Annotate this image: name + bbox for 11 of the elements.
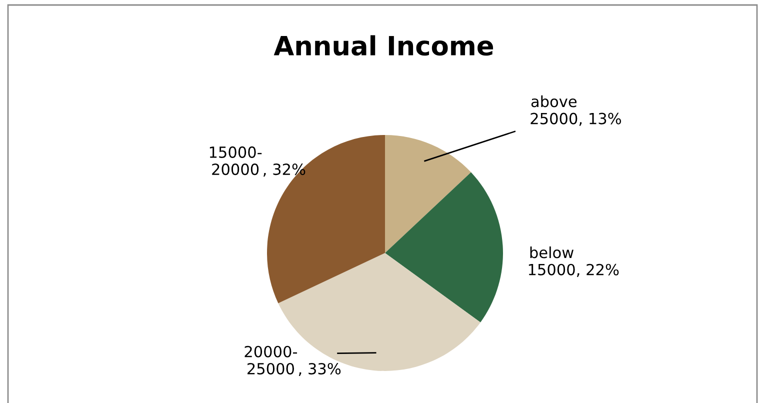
data-label: , 22% <box>577 264 619 277</box>
data-label: , 13% <box>579 112 622 126</box>
pie-slice <box>385 135 472 253</box>
chart-title: Annual Income <box>274 35 494 56</box>
slice-label: 15000-20000 <box>210 146 262 176</box>
slice-label: 20000-25000 <box>244 346 298 374</box>
pie-slice <box>385 172 503 322</box>
slice-label: below 15000 <box>528 246 575 276</box>
slice-label: above 25000 <box>530 95 578 124</box>
data-label: , 33% <box>298 362 341 376</box>
pie-slice <box>267 135 385 304</box>
